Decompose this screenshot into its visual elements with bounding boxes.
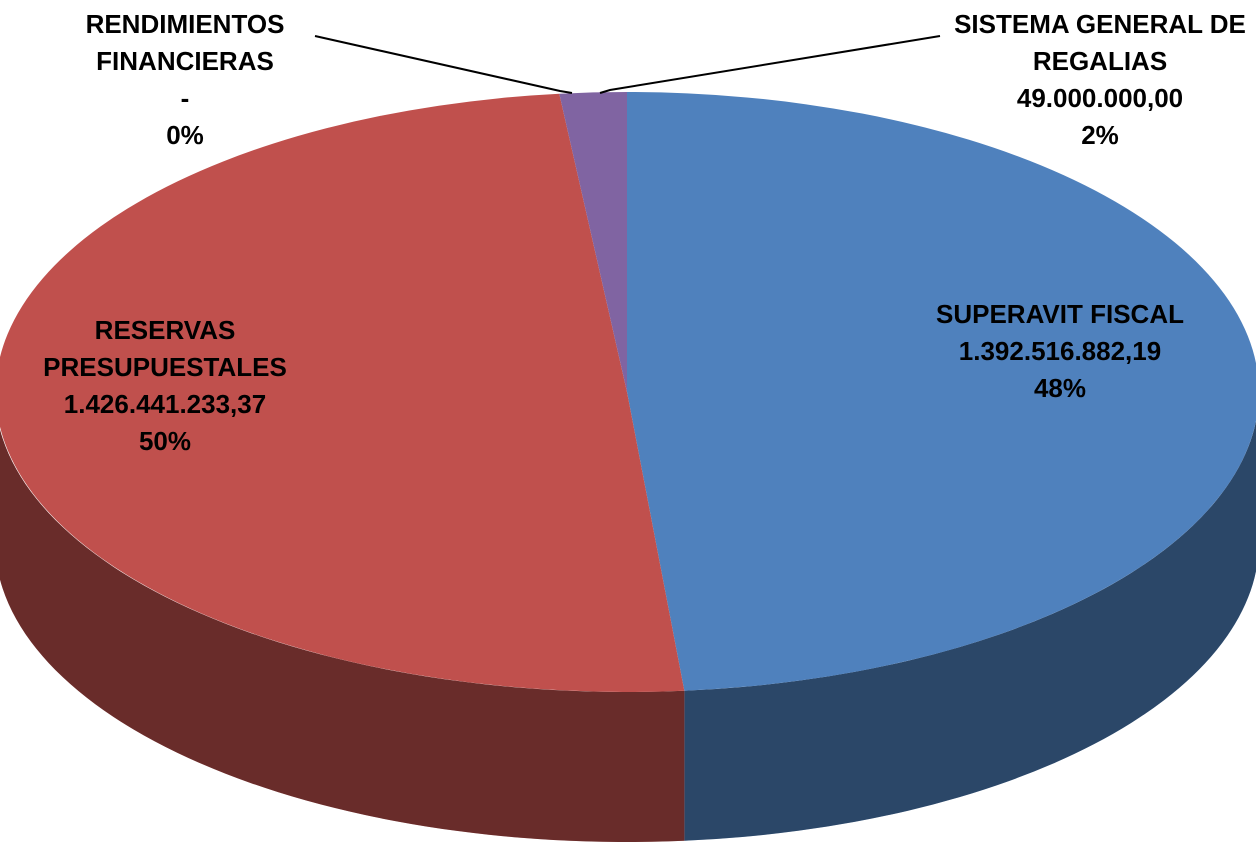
pie-sides <box>0 421 1256 842</box>
value-label: 1.392.516.882,19 <box>958 336 1162 366</box>
slice-label: RENDIMIENTOS FINANCIERAS - 0% <box>55 6 315 154</box>
percent-label: 48% <box>1033 373 1087 403</box>
category-label: RENDIMIENTOS FINANCIERAS <box>85 9 285 76</box>
value-label: 49.000.000,00 <box>1016 83 1184 113</box>
value-label: 1.426.441.233,37 <box>63 389 267 419</box>
slice-side <box>684 421 1256 841</box>
pie-tops <box>0 92 1256 692</box>
slice-label: SUPERAVIT FISCAL 1.392.516.882,19 48% <box>905 296 1215 407</box>
slice <box>0 93 685 692</box>
category-label: RESERVAS PRESUPUESTALES <box>43 315 287 382</box>
category-label: SISTEMA GENERAL DE REGALIAS <box>954 9 1246 76</box>
percent-label: 0% <box>166 120 204 150</box>
slice-side-shade <box>684 421 1256 841</box>
category-label: SUPERAVIT FISCAL <box>936 299 1184 329</box>
slice <box>559 92 627 392</box>
slice-label: SISTEMA GENERAL DE REGALIAS 49.000.000,0… <box>950 6 1250 154</box>
slice-side <box>0 429 685 842</box>
slice-side-shade <box>0 429 685 842</box>
percent-label: 50% <box>138 426 192 456</box>
slice <box>627 92 1256 691</box>
slice-label: RESERVAS PRESUPUESTALES 1.426.441.233,37… <box>10 312 320 460</box>
percent-label: 2% <box>1081 120 1119 150</box>
leader-line <box>314 35 573 94</box>
value-label: - <box>180 83 190 113</box>
leader-line <box>599 35 941 94</box>
